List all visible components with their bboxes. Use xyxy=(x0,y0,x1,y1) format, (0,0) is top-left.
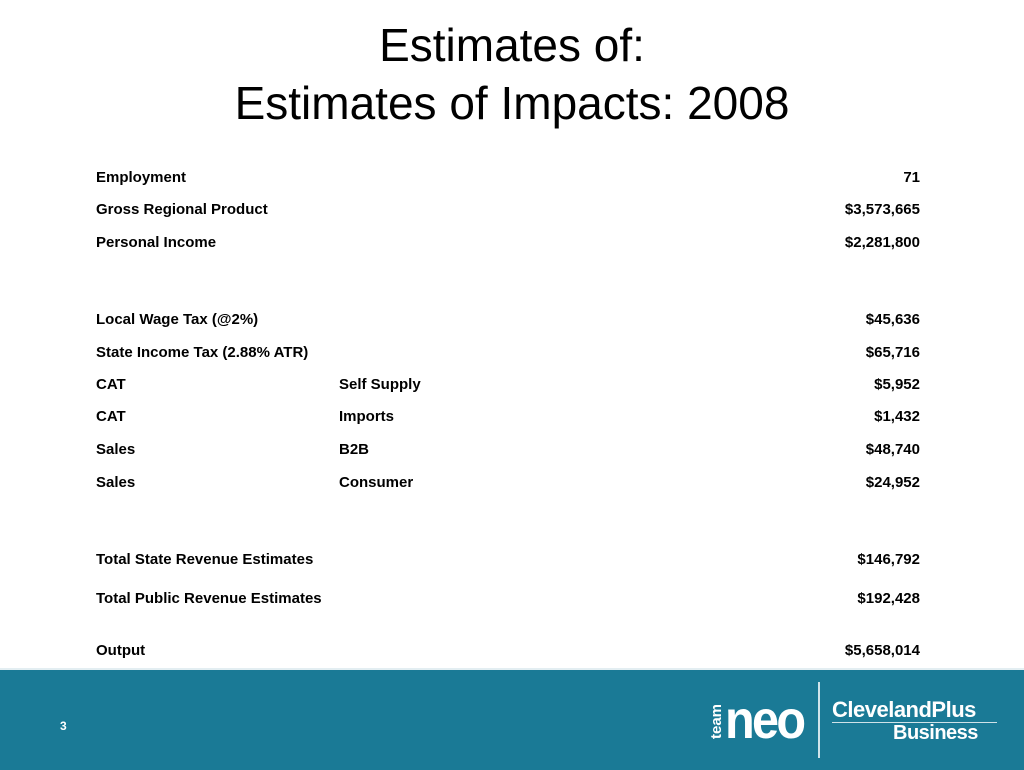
row-label: Total State Revenue Estimates xyxy=(96,551,314,568)
table-row: Gross Regional Product $3,573,665 xyxy=(96,199,920,221)
row-label: Gross Regional Product xyxy=(96,201,268,218)
row-sublabel: Self Supply xyxy=(339,376,421,393)
table-row: Sales B2B $48,740 xyxy=(96,439,920,461)
row-value: $1,432 xyxy=(874,408,920,425)
row-value: $3,573,665 xyxy=(844,201,920,218)
title-line-2: Estimates of Impacts: 2008 xyxy=(234,77,790,129)
slide-title: Estimates of: Estimates of Impacts: 2008 xyxy=(0,16,1024,132)
row-value: $45,636 xyxy=(865,311,920,328)
row-label: Sales xyxy=(96,441,136,458)
row-label: Total Public Revenue Estimates xyxy=(96,590,322,607)
table-row: CAT Self Supply $5,952 xyxy=(96,374,920,396)
row-label: Employment xyxy=(96,169,187,186)
row-sublabel: Imports xyxy=(339,408,395,425)
table-row: Personal Income $2,281,800 xyxy=(96,232,920,254)
logo-neo-text: neo xyxy=(725,690,806,750)
logo-team-text: team xyxy=(708,703,725,739)
table-row: Local Wage Tax (@2%) $45,636 xyxy=(96,309,920,331)
page-number: 3 xyxy=(60,719,67,733)
footer-bar: 3 team neo ClevelandPlus Business xyxy=(0,668,1024,770)
table-row: Total State Revenue Estimates $146,792 xyxy=(96,549,920,571)
table-row: Output $5,658,014 xyxy=(96,640,920,662)
title-line-1: Estimates of: xyxy=(379,19,645,71)
row-value: $2,281,800 xyxy=(844,234,920,251)
row-label: CAT xyxy=(96,376,126,393)
table-row: CAT Imports $1,432 xyxy=(96,406,920,428)
row-sublabel: B2B xyxy=(339,441,370,458)
row-label: Personal Income xyxy=(96,234,217,251)
row-label: CAT xyxy=(96,408,126,425)
logo-divider xyxy=(818,682,820,758)
row-label: Sales xyxy=(96,474,136,491)
row-value: $5,952 xyxy=(874,376,920,393)
logo-rule xyxy=(832,722,997,723)
row-label: Local Wage Tax (@2%) xyxy=(96,311,259,328)
row-value: $5,658,014 xyxy=(844,642,920,659)
row-value: 71 xyxy=(903,169,920,186)
row-label: State Income Tax (2.88% ATR) xyxy=(96,344,309,361)
table-row: Employment 71 xyxy=(96,167,920,189)
table-row: State Income Tax (2.88% ATR) $65,716 xyxy=(96,342,920,364)
row-sublabel: Consumer xyxy=(339,474,414,491)
table-row: Total Public Revenue Estimates $192,428 xyxy=(96,588,920,610)
row-value: $146,792 xyxy=(857,551,920,568)
row-value: $192,428 xyxy=(857,590,920,607)
row-label: Output xyxy=(96,642,146,659)
row-value: $48,740 xyxy=(865,441,920,458)
row-value: $65,716 xyxy=(865,344,920,361)
row-value: $24,952 xyxy=(865,474,920,491)
logo-clevelandplus-text: ClevelandPlus xyxy=(832,697,976,722)
table-row: Sales Consumer $24,952 xyxy=(96,472,920,494)
logo-business-text: Business xyxy=(893,722,978,744)
